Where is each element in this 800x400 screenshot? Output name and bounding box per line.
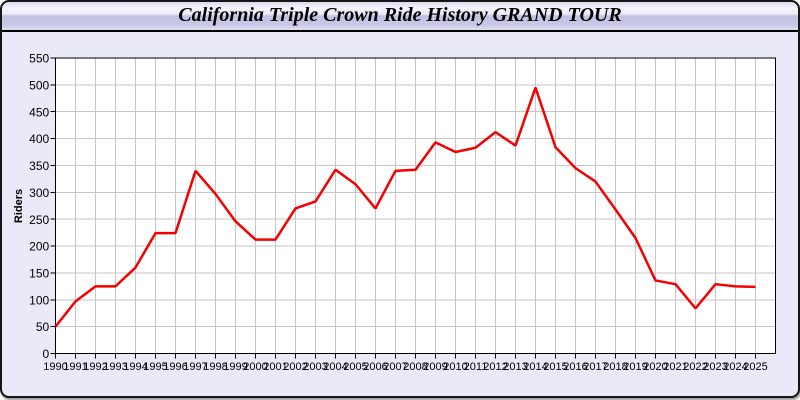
svg-text:500: 500 <box>29 78 49 92</box>
svg-text:2011: 2011 <box>464 361 488 373</box>
svg-text:1998: 1998 <box>203 361 227 373</box>
svg-text:200: 200 <box>29 240 49 254</box>
svg-text:100: 100 <box>29 293 49 307</box>
svg-text:2006: 2006 <box>363 361 387 373</box>
svg-text:1999: 1999 <box>223 361 247 373</box>
svg-text:0: 0 <box>43 347 50 361</box>
svg-text:2017: 2017 <box>583 361 607 373</box>
svg-text:1994: 1994 <box>123 361 147 373</box>
svg-text:1995: 1995 <box>143 361 167 373</box>
svg-text:2016: 2016 <box>563 361 587 373</box>
svg-text:Riders: Riders <box>13 189 25 223</box>
svg-text:2018: 2018 <box>603 361 627 373</box>
svg-text:2001: 2001 <box>263 361 287 373</box>
svg-text:550: 550 <box>29 52 49 66</box>
svg-text:2019: 2019 <box>623 361 647 373</box>
svg-text:2023: 2023 <box>703 361 727 373</box>
svg-text:1991: 1991 <box>63 361 87 373</box>
svg-text:2009: 2009 <box>423 361 447 373</box>
svg-text:1997: 1997 <box>183 361 207 373</box>
svg-text:2003: 2003 <box>303 361 327 373</box>
svg-text:250: 250 <box>29 213 49 227</box>
svg-text:2004: 2004 <box>323 361 347 373</box>
svg-text:2013: 2013 <box>503 361 527 373</box>
svg-text:400: 400 <box>29 132 49 146</box>
svg-text:2005: 2005 <box>343 361 367 373</box>
svg-text:2024: 2024 <box>723 361 747 373</box>
svg-text:150: 150 <box>29 267 49 281</box>
svg-text:2022: 2022 <box>683 361 707 373</box>
svg-text:2012: 2012 <box>483 361 507 373</box>
svg-text:1993: 1993 <box>103 361 127 373</box>
svg-text:2015: 2015 <box>543 361 567 373</box>
svg-text:2025: 2025 <box>743 361 767 373</box>
svg-text:2021: 2021 <box>663 361 687 373</box>
svg-text:450: 450 <box>29 105 49 119</box>
svg-text:50: 50 <box>36 320 50 334</box>
svg-text:2008: 2008 <box>403 361 427 373</box>
svg-text:300: 300 <box>29 186 49 200</box>
svg-text:2007: 2007 <box>383 361 407 373</box>
svg-text:2010: 2010 <box>443 361 467 373</box>
svg-text:1992: 1992 <box>83 361 107 373</box>
svg-text:1990: 1990 <box>43 361 67 373</box>
svg-text:350: 350 <box>29 159 49 173</box>
svg-text:2020: 2020 <box>643 361 667 373</box>
svg-text:2000: 2000 <box>243 361 267 373</box>
svg-text:2002: 2002 <box>283 361 307 373</box>
svg-text:2014: 2014 <box>523 361 547 373</box>
svg-text:1996: 1996 <box>163 361 187 373</box>
